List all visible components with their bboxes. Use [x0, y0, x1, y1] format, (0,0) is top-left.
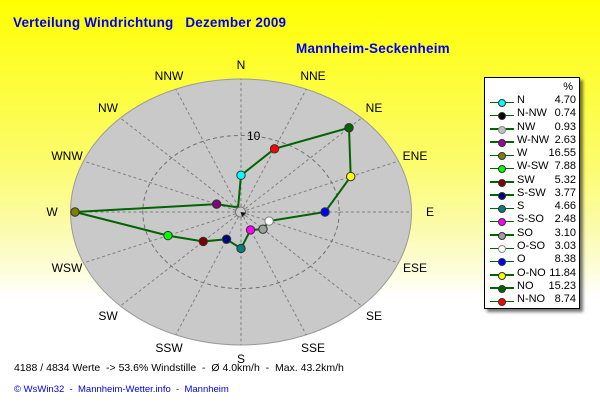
svg-text:10: 10: [247, 129, 261, 143]
